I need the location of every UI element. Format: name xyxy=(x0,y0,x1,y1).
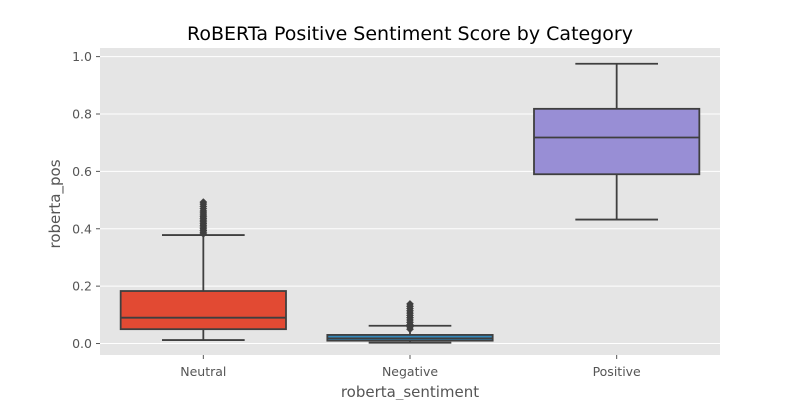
y-tick-label: 0.0 xyxy=(72,336,92,351)
outlier-point xyxy=(199,198,208,207)
x-axis-label: roberta_sentiment xyxy=(341,383,479,400)
y-tick-label: 0.4 xyxy=(72,221,92,236)
y-axis-ticks: 0.0 0.2 0.4 0.6 0.8 1.0 xyxy=(72,49,100,351)
boxes xyxy=(119,62,701,344)
y-tick-label: 0.2 xyxy=(72,279,92,294)
x-tick-label: Negative xyxy=(382,364,438,379)
box-positive xyxy=(533,62,701,221)
iqr-box xyxy=(533,107,701,176)
x-tick-label: Positive xyxy=(593,364,641,379)
x-axis-ticks: Neutral Negative Positive xyxy=(180,355,641,379)
y-tick-label: 1.0 xyxy=(72,49,92,64)
box-negative xyxy=(326,299,494,344)
y-axis-label: roberta_pos xyxy=(46,159,65,248)
iqr-box xyxy=(119,290,287,331)
y-tick-label: 0.8 xyxy=(72,106,92,121)
outlier-point xyxy=(406,299,414,308)
y-tick-label: 0.6 xyxy=(72,164,92,179)
box-neutral xyxy=(119,198,287,341)
x-tick-label: Neutral xyxy=(180,364,226,379)
chart-title: RoBERTa Positive Sentiment Score by Cate… xyxy=(187,23,633,45)
